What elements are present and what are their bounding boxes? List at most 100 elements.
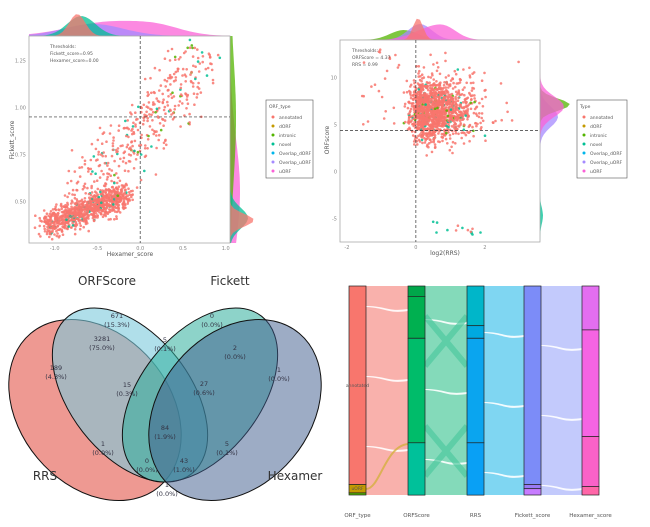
density-curve xyxy=(540,40,564,242)
scatter-point xyxy=(87,170,90,173)
scatter-point xyxy=(454,142,457,145)
scatter-point xyxy=(78,221,82,225)
scatter-point xyxy=(429,127,432,130)
scatter-point xyxy=(461,226,464,230)
scatter-point xyxy=(409,120,413,123)
scatter-point xyxy=(451,77,454,80)
scatter-point xyxy=(458,81,462,84)
venn-region-count: 0 xyxy=(145,457,149,465)
scatter-point xyxy=(150,113,153,117)
scatter-point xyxy=(463,86,466,89)
scatter-point xyxy=(426,81,430,85)
scatter-point xyxy=(210,68,214,72)
scatter-point xyxy=(155,107,159,111)
scatter-point xyxy=(66,181,69,185)
venn-ellipse-hexamer xyxy=(148,318,322,502)
scatter-point xyxy=(100,142,104,145)
scatter-point xyxy=(165,79,169,83)
scatter-point xyxy=(123,189,127,192)
alluvial-stratum xyxy=(407,296,426,339)
scatter-point xyxy=(471,125,474,129)
scatter-point xyxy=(152,132,155,136)
scatter-point xyxy=(120,189,123,192)
scatter-point xyxy=(430,140,433,144)
scatter-point xyxy=(148,125,152,128)
scatter-point xyxy=(424,113,428,116)
scatter-point xyxy=(48,235,51,239)
scatter-point xyxy=(427,88,430,92)
scatter-point xyxy=(151,119,154,122)
scatter-point xyxy=(454,229,458,232)
scatter-point xyxy=(151,128,154,132)
scatter-point xyxy=(116,147,120,150)
venn-region-labels: 671(15.3%)0(0.0%)189(4.3%)1(0.0%)3281(75… xyxy=(45,312,290,498)
scatter-point xyxy=(456,68,460,71)
top-marginal-density xyxy=(29,14,230,37)
scatter-point xyxy=(188,112,191,116)
scatter-point xyxy=(388,57,392,60)
scatter-point xyxy=(101,132,105,136)
scatter-point xyxy=(91,170,94,173)
scatter-point xyxy=(100,213,103,216)
scatter-point xyxy=(193,103,196,106)
scatter-point xyxy=(94,190,97,193)
scatter-point xyxy=(418,90,422,93)
scatter-point xyxy=(442,132,445,136)
scatter-point xyxy=(182,51,186,55)
scatter-point xyxy=(436,118,439,122)
scatter-point xyxy=(450,145,453,149)
scatter-point xyxy=(127,135,130,139)
scatter-point xyxy=(101,204,104,207)
scatter-point xyxy=(43,220,47,223)
scatter-point xyxy=(440,90,444,93)
scatter-point xyxy=(460,131,464,135)
scatter-point xyxy=(454,102,458,106)
scatter-point xyxy=(444,117,447,121)
scatter-point xyxy=(463,93,466,97)
scatter-point xyxy=(469,94,473,98)
panel-venn: ORFScore Fickett RRS Hexamer 671(15.3%) 0… xyxy=(8,274,322,502)
scatter-point xyxy=(438,93,442,97)
scatter-point xyxy=(117,124,121,127)
scatter-point xyxy=(454,122,457,126)
scatter-point xyxy=(73,193,76,197)
scatter-point xyxy=(411,94,415,97)
scatter-point xyxy=(190,80,193,84)
legend: Type annotated dORF intronic novel Overlap_dO… xyxy=(576,99,628,179)
scatter-point xyxy=(155,97,158,100)
scatter-point xyxy=(122,151,126,155)
scatter-point xyxy=(53,233,56,236)
scatter-point xyxy=(115,186,118,189)
scatter-point xyxy=(457,117,461,120)
scatter-point xyxy=(127,169,130,173)
scatter-point xyxy=(104,210,108,214)
scatter-point xyxy=(141,122,145,126)
venn-region-count: 3281 xyxy=(94,335,111,343)
scatter-point xyxy=(131,132,134,136)
scatter-point xyxy=(74,225,78,228)
scatter-point xyxy=(67,169,71,173)
scatter-point xyxy=(69,179,73,183)
venn-label-rrs: RRS xyxy=(33,469,57,483)
alluvial-stratum xyxy=(523,285,542,485)
scatter-point xyxy=(421,118,425,121)
scatter-point xyxy=(462,142,466,145)
scatter-point xyxy=(464,114,468,117)
scatter-point xyxy=(108,210,112,213)
density-curve xyxy=(540,40,558,242)
scatter-point xyxy=(71,224,75,227)
scatter-point xyxy=(195,96,199,99)
scatter-point xyxy=(185,98,189,101)
scatter-point xyxy=(167,88,170,92)
scatter-point xyxy=(181,102,184,105)
alluvial-stratum xyxy=(581,436,600,488)
scatter-point xyxy=(454,95,457,99)
scatter-point xyxy=(449,108,453,111)
scatter-point xyxy=(113,218,116,221)
scatter-point xyxy=(74,220,78,224)
scatter-point xyxy=(149,76,152,80)
venn-region-count: 5 xyxy=(225,440,229,448)
scatter-point xyxy=(134,125,137,128)
scatter-point xyxy=(60,228,64,232)
alluvial-stratum xyxy=(581,486,600,496)
